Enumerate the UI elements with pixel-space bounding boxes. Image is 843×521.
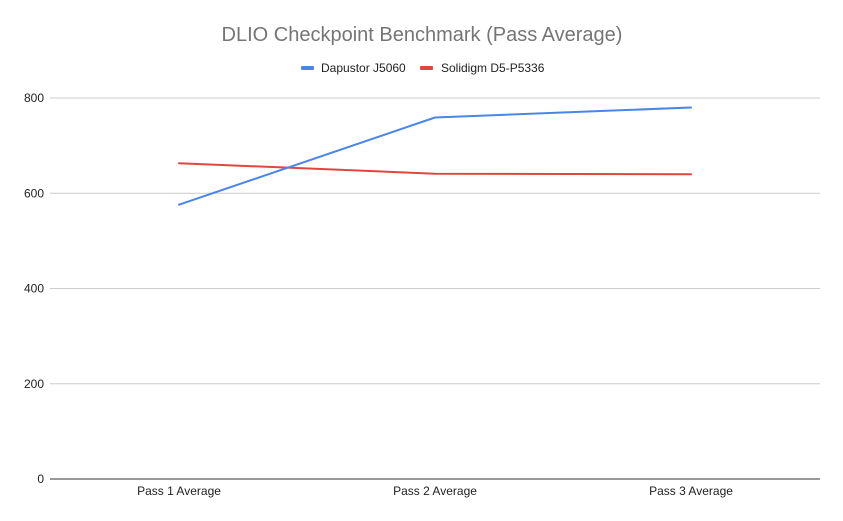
- y-tick-label: 200: [24, 377, 44, 391]
- series-line-solidigm-d5-p5336: [178, 162, 692, 176]
- x-axis-tick-labels: Pass 1 Average Pass 2 Average Pass 3 Avera…: [137, 484, 733, 498]
- legend: Dapustor J5060 Solidigm D5-P5336: [301, 61, 545, 75]
- x-tick-label: Pass 3 Average: [649, 484, 733, 498]
- y-tick-label: 600: [24, 186, 44, 200]
- y-tick-label: 400: [24, 282, 44, 296]
- legend-item: Dapustor J5060: [301, 61, 406, 75]
- series-lines: [178, 106, 692, 206]
- x-tick-label: Pass 2 Average: [393, 484, 477, 498]
- y-tick-label: 800: [24, 91, 44, 105]
- legend-label: Solidigm D5-P5336: [441, 61, 545, 75]
- series-line-dapustor-j5060: [178, 106, 692, 206]
- x-tick-label: Pass 1 Average: [137, 484, 221, 498]
- y-tick-label: 0: [37, 472, 44, 486]
- chart-title: DLIO Checkpoint Benchmark (Pass Average): [222, 24, 623, 46]
- legend-swatch: [420, 66, 433, 70]
- legend-label: Dapustor J5060: [321, 61, 406, 75]
- legend-item: Solidigm D5-P5336: [420, 61, 545, 75]
- legend-swatch: [301, 66, 314, 70]
- gridlines: [50, 97, 820, 480]
- y-axis-tick-labels: 0 200 400 600 800: [24, 91, 44, 486]
